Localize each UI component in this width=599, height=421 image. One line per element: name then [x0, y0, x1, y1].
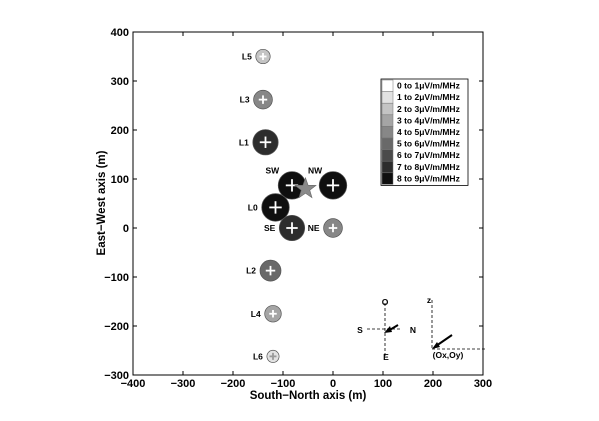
y-tick-label: −200: [104, 321, 129, 333]
station-label: L3: [240, 95, 250, 105]
station-nw: NW: [308, 166, 348, 200]
legend-swatch: [381, 172, 394, 185]
source-star: [294, 176, 317, 199]
legend-swatch: [381, 126, 394, 139]
legend-swatch: [381, 160, 394, 174]
legend-box: [380, 78, 469, 186]
legend-swatch: [381, 79, 394, 92]
station-label: SW: [265, 166, 280, 176]
x-axis-label: South−North axis (m): [250, 390, 367, 402]
station-se: SE: [264, 214, 306, 242]
legend-swatch: [381, 91, 394, 104]
legend-label: 7 to 8μV/m/MHz: [397, 162, 460, 172]
tick-marks: [132, 31, 484, 376]
station-label: L0: [248, 202, 258, 212]
x-tick-label: 300: [474, 378, 492, 390]
legend-label: 8 to 9μV/m/MHz: [397, 173, 460, 183]
y-tick-label: 300: [111, 76, 129, 88]
inset-origin-label: (Ox,Oy): [433, 350, 464, 360]
station-label: L1: [239, 137, 249, 147]
station-label: L6: [253, 351, 263, 361]
station-label: SE: [264, 223, 276, 233]
x-tick-label: −200: [221, 378, 246, 390]
compass-arrowhead: [384, 326, 392, 333]
compass-top-label: O: [382, 297, 389, 307]
x-tick-label: 200: [424, 378, 442, 390]
legend-swatch: [381, 114, 394, 127]
x-tick-label: −300: [171, 378, 196, 390]
y-tick-label: −100: [104, 272, 129, 284]
y-axis-label: East−West axis (m): [96, 150, 108, 255]
stations: L5 L3 L1 SW NW L0 SE NE L2 L4 L6: [239, 48, 348, 363]
x-tick-label: −400: [121, 378, 146, 390]
station-label: L2: [246, 266, 256, 276]
station-l6: L6: [253, 349, 280, 363]
compass-right-label: N: [410, 325, 416, 335]
legend-label: 2 to 3μV/m/MHz: [397, 104, 460, 114]
plot-area: −400 −300 −200 −100 0 100 200 300 −300−200−1000…: [96, 27, 492, 402]
y-tick-label: 0: [123, 223, 129, 235]
station-label: L4: [251, 309, 261, 319]
station-label: L5: [242, 52, 252, 62]
station-l2: L2: [246, 259, 282, 282]
station-l3: L3: [240, 89, 273, 110]
legend-label: 6 to 7μV/m/MHz: [397, 150, 460, 160]
station-l4: L4: [251, 305, 282, 323]
star-marker: [294, 176, 317, 199]
legend-swatch: [381, 149, 394, 162]
x-tick-labels: −400 −300 −200 −100 0 100 200 300: [121, 378, 493, 390]
x-tick-label: 0: [330, 378, 336, 390]
y-tick-label: −300: [104, 370, 129, 382]
x-tick-label: 100: [374, 378, 392, 390]
inset-compass: O E S N z (Ox,Oy): [357, 295, 486, 362]
inset-arrowhead: [432, 342, 440, 349]
compass-left-label: S: [357, 325, 363, 335]
legend-label: 1 to 2μV/m/MHz: [397, 92, 460, 102]
y-tick-label: 400: [111, 27, 129, 39]
station-l0: L0: [248, 193, 290, 222]
y-tick-labels: −300 −200 −100 0 100 200 300 400: [104, 27, 129, 382]
inset-arrow: [435, 334, 453, 347]
legend-label: 3 to 4μV/m/MHz: [397, 115, 460, 125]
compass-bottom-label: E: [383, 352, 389, 362]
station-sw: SW: [265, 166, 307, 200]
legend-swatch: [381, 102, 394, 116]
station-label: NE: [308, 223, 320, 233]
station-ne: NE: [308, 218, 343, 238]
station-l1: L1: [239, 129, 279, 156]
legend-label: 0 to 1μV/m/MHz: [397, 81, 460, 91]
x-tick-label: −100: [271, 378, 296, 390]
inset-up-label: z: [427, 295, 431, 305]
y-tick-label: 100: [111, 174, 129, 186]
legend-label: 5 to 6μV/m/MHz: [397, 139, 460, 149]
legend-swatch: [381, 137, 394, 150]
station-l5: L5: [242, 48, 271, 65]
station-label: NW: [308, 166, 323, 176]
y-tick-label: 200: [111, 125, 129, 137]
legend-label: 4 to 5μV/m/MHz: [397, 127, 460, 137]
